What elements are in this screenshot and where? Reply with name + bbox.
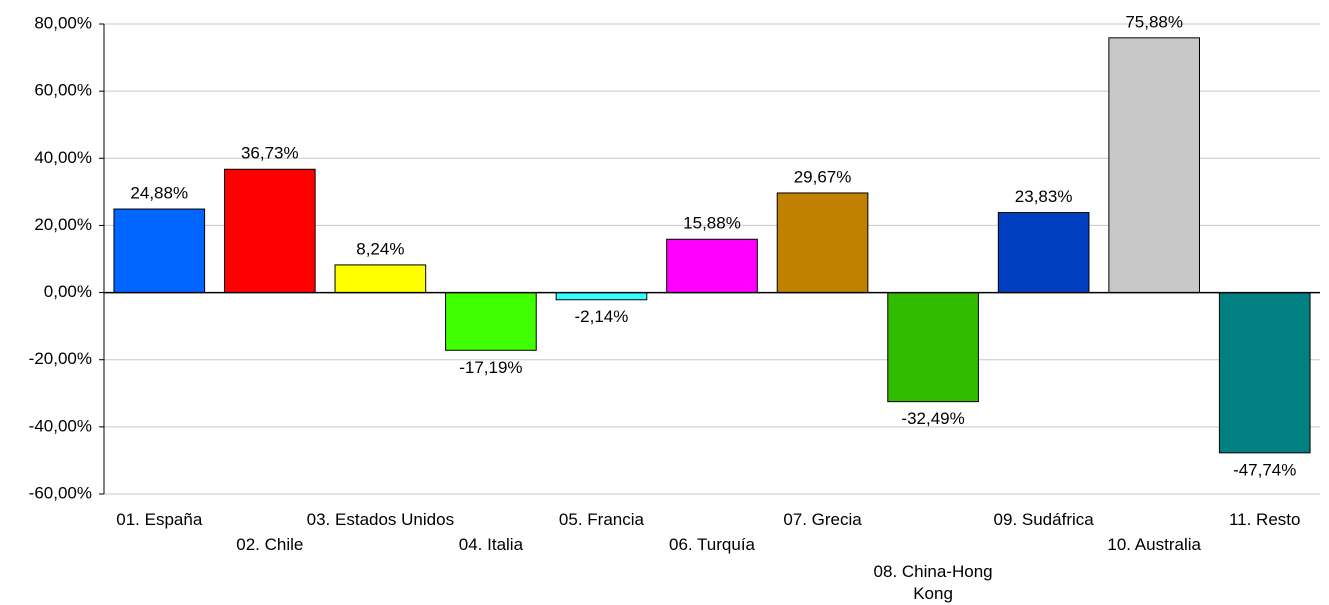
bar — [555, 292, 648, 301]
bar — [445, 292, 537, 351]
bar — [666, 238, 758, 294]
x-tick-label: 11. Resto — [1228, 510, 1301, 529]
y-tick-label: 40,00% — [34, 148, 92, 167]
y-tick-label: 0,00% — [44, 282, 92, 301]
x-tick-label: 10. Australia — [1107, 535, 1201, 554]
x-tick-label: 09. Sudáfrica — [993, 510, 1094, 529]
value-label: -32,49% — [901, 409, 964, 428]
value-label: 8,24% — [356, 239, 404, 258]
x-tick-label: 07. Grecia — [783, 510, 862, 529]
bar — [223, 168, 316, 294]
value-label: -47,74% — [1233, 460, 1296, 479]
bar — [1108, 37, 1201, 294]
value-label: 15,88% — [683, 214, 741, 233]
x-tick-label: 05. Francia — [558, 510, 644, 529]
x-tick-label: 02. Chile — [236, 535, 304, 554]
x-tick-label: 03. Estados Unidos — [306, 510, 455, 529]
bar — [887, 292, 979, 403]
x-tick-label: 04. Italia — [458, 535, 524, 554]
x-tick-label: 01. España — [116, 510, 203, 529]
y-tick-label: -40,00% — [29, 416, 92, 435]
value-label: 36,73% — [241, 144, 299, 163]
value-label: -17,19% — [459, 358, 522, 377]
y-tick-label: -60,00% — [29, 483, 92, 502]
value-label: -2,14% — [575, 307, 629, 326]
value-label: 23,83% — [1015, 187, 1073, 206]
y-tick-label: -20,00% — [29, 349, 92, 368]
bar — [776, 192, 869, 294]
bar — [1218, 292, 1311, 454]
y-tick-label: 20,00% — [34, 215, 92, 234]
bar — [334, 264, 427, 294]
y-tick-label: 80,00% — [34, 13, 92, 32]
value-label: 75,88% — [1125, 12, 1183, 31]
bar — [997, 212, 1090, 294]
value-label: 24,88% — [130, 184, 188, 203]
y-tick-label: 60,00% — [34, 81, 92, 100]
x-tick-label: 06. Turquía — [668, 535, 756, 554]
x-tick-label: 08. China-Hong Kong — [873, 562, 993, 603]
value-label: 29,67% — [794, 167, 852, 186]
bar — [113, 208, 206, 294]
